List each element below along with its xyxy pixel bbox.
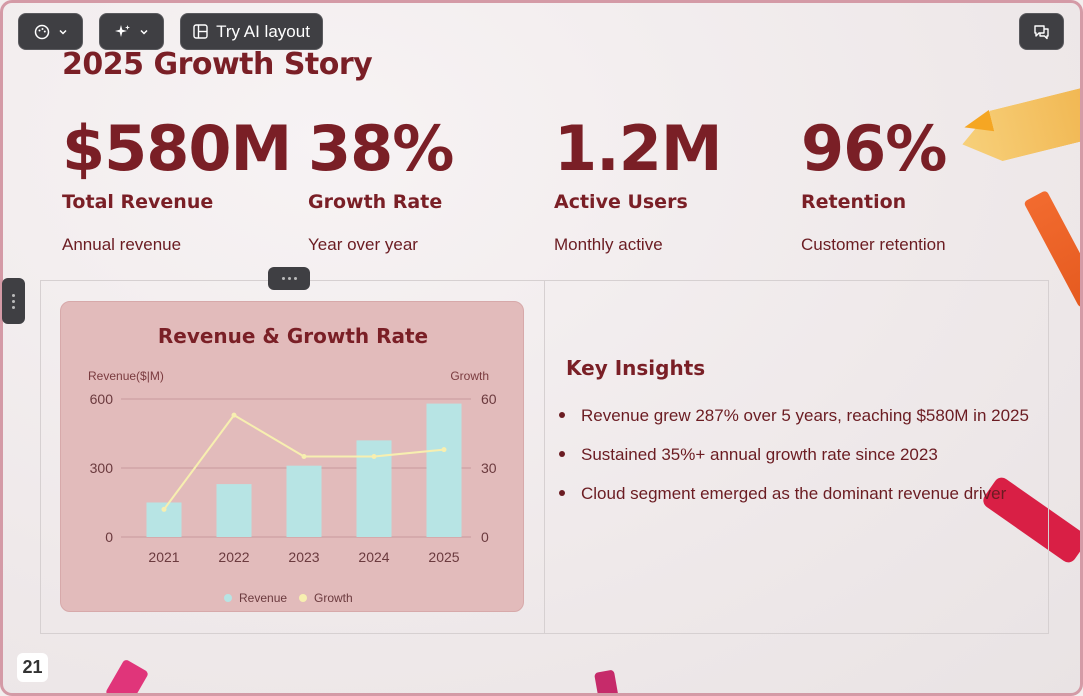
sparkle-icon: [114, 24, 131, 40]
stat-label: Growth Rate: [308, 191, 443, 213]
x-tick-label: 2021: [148, 549, 179, 565]
stat-subtext: Customer retention: [801, 235, 946, 254]
comments-button[interactable]: [1019, 13, 1064, 50]
y2-tick-label: 0: [481, 529, 489, 545]
stat-block[interactable]: 38% Growth Rate Year over year: [308, 111, 548, 255]
try-ai-layout-label: Try AI layout: [216, 21, 310, 41]
chart-ylabel: Revenue($|M): [88, 369, 164, 383]
insights-title[interactable]: Key Insights: [566, 356, 706, 380]
column-drag-handle[interactable]: [2, 278, 25, 324]
x-tick-label: 2025: [428, 549, 459, 565]
chevron-down-icon: [139, 27, 149, 37]
y2-tick-label: 60: [481, 391, 497, 407]
line-point: [231, 412, 237, 418]
stat-subtext: Monthly active: [554, 235, 663, 254]
slide-title[interactable]: 2025 Growth Story: [62, 47, 373, 82]
stat-label: Retention: [801, 191, 907, 213]
y-tick-label: 0: [105, 529, 113, 545]
stat-block[interactable]: 1.2M Active Users Monthly active: [554, 111, 794, 255]
comment-icon: [1033, 24, 1050, 40]
chart-title: Revenue & Growth Rate: [158, 324, 428, 348]
y-tick-label: 300: [90, 460, 114, 476]
legend-label: Revenue: [239, 591, 287, 605]
stat-value: 38%: [308, 112, 454, 185]
chart-y2label: Growth: [450, 369, 489, 383]
layout-icon: [193, 24, 208, 39]
bar: [216, 484, 252, 537]
chart-card[interactable]: Revenue & Growth Rate Revenue($|M) Growt…: [60, 301, 524, 612]
insight-item: Revenue grew 287% over 5 years, reaching…: [559, 403, 1029, 428]
ai-sparkle-button[interactable]: [99, 13, 164, 50]
page-number: 21: [17, 653, 48, 682]
stat-value: 1.2M: [554, 112, 723, 185]
legend-label: Growth: [314, 591, 353, 605]
x-tick-label: 2024: [358, 549, 389, 565]
y2-tick-label: 30: [481, 460, 497, 476]
chart-svg: Revenue & Growth Rate Revenue($|M) Growt…: [88, 324, 497, 605]
insight-item: Cloud segment emerged as the dominant re…: [559, 481, 1029, 506]
line-point: [301, 454, 307, 459]
legend-swatch-revenue: [224, 594, 232, 602]
y-tick-label: 600: [90, 391, 114, 407]
chart-marks: 0 300 600 0 30 60 2021 2022 2023 2024 2025 Revenue G…: [90, 391, 497, 605]
legend-swatch-growth: [299, 594, 307, 602]
palette-icon: [34, 24, 50, 40]
stat-value: $580M: [62, 112, 292, 185]
stat-value: 96%: [801, 112, 947, 185]
stat-block[interactable]: 96% Retention Customer retention: [801, 111, 1041, 255]
bar: [426, 403, 462, 537]
insights-list[interactable]: Revenue grew 287% over 5 years, reaching…: [559, 403, 1029, 520]
stat-label: Active Users: [554, 191, 688, 213]
x-tick-label: 2022: [218, 549, 249, 565]
stat-subtext: Year over year: [308, 235, 418, 254]
try-ai-layout-button[interactable]: Try AI layout: [180, 13, 323, 50]
row-drag-handle[interactable]: [268, 267, 310, 290]
pencil-decoration: [594, 669, 620, 693]
chevron-down-icon: [58, 27, 68, 37]
grid-divider: [544, 280, 545, 634]
pencil-decoration: [104, 658, 150, 693]
theme-palette-button[interactable]: [18, 13, 83, 50]
bar: [286, 465, 322, 537]
line-point: [441, 447, 447, 453]
stat-label: Total Revenue: [62, 191, 214, 213]
x-tick-label: 2023: [288, 549, 319, 565]
line-point: [161, 506, 167, 512]
stat-subtext: Annual revenue: [62, 235, 182, 254]
insight-item: Sustained 35%+ annual growth rate since …: [559, 442, 1029, 467]
line-point: [371, 454, 377, 459]
stat-block[interactable]: $580M Total Revenue Annual revenue: [62, 111, 302, 255]
